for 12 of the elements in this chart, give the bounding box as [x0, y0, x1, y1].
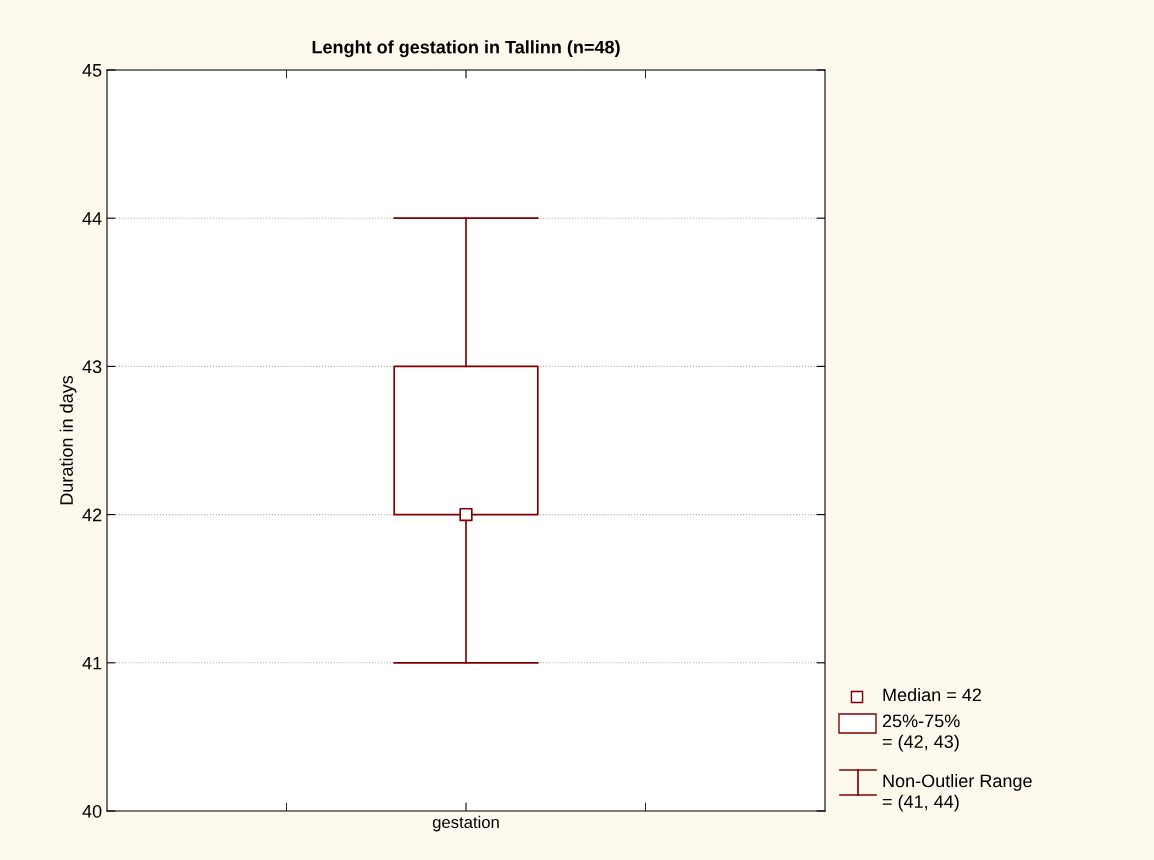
y-tick-label: 41: [82, 656, 102, 670]
text: 25%-75% = (42, 43): [882, 714, 960, 752]
text: Median = 42: [883, 688, 981, 702]
y-tick-label: 44: [82, 212, 102, 225]
text: Non-Outlier Range = (41, 44): [882, 774, 1032, 812]
y-tick-label: 43: [82, 360, 102, 374]
y-tick-label: 45: [82, 64, 102, 77]
y-tick-label: 40: [82, 804, 102, 818]
y-tick-label: 42: [82, 508, 102, 522]
x-tick-label: gestation: [432, 815, 499, 832]
chart-title: Lenght of gestation in Tallinn (n=48): [312, 40, 620, 58]
y-axis-title: Duration in days: [59, 375, 77, 505]
